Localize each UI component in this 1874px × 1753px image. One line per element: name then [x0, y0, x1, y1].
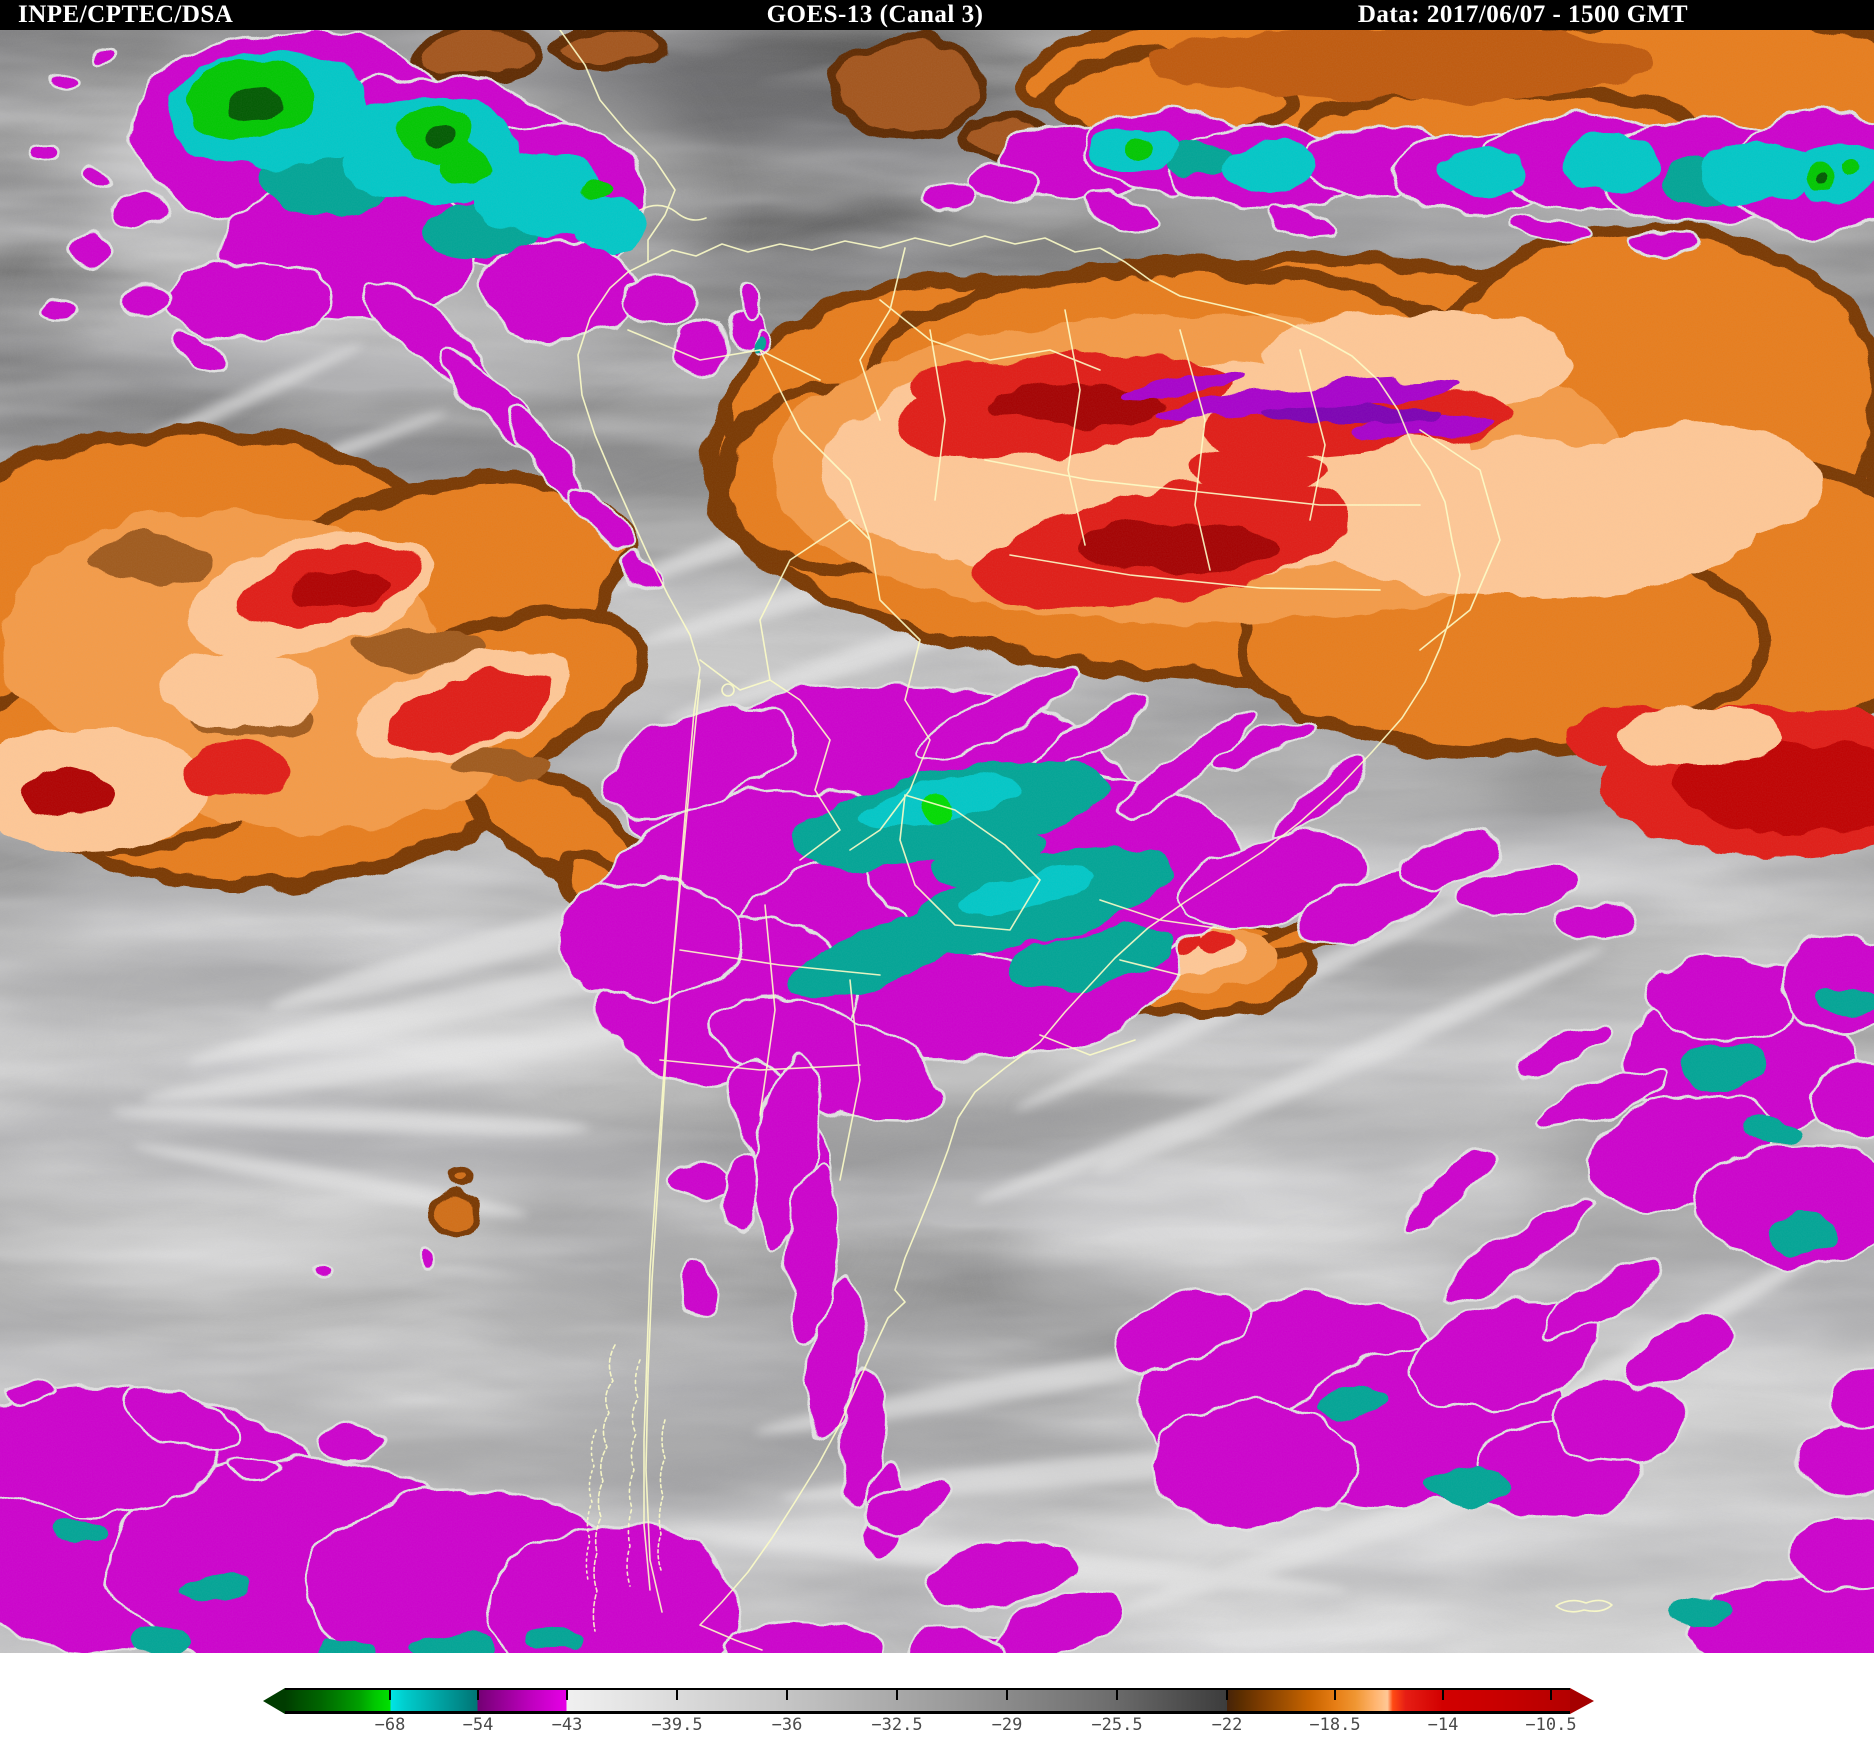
tick-label: −25.5: [1091, 1715, 1143, 1735]
tick-label: −10.5: [1525, 1715, 1577, 1735]
agency-label: INPE/CPTEC/DSA: [18, 1, 234, 28]
tick-label: −32.5: [871, 1715, 923, 1735]
colorbar-right-arrow: [1570, 1688, 1594, 1714]
colorbar-tick: [896, 1690, 898, 1700]
tick-label: −36: [771, 1715, 803, 1735]
satellite-channel-label: GOES-13 (Canal 3): [766, 1, 984, 28]
colorbar-tick: [1006, 1690, 1008, 1700]
colorbar-gradient: [285, 1688, 1570, 1714]
colorbar-tick: [477, 1690, 479, 1700]
tick-label: −22: [1211, 1715, 1243, 1735]
colorbar-tick: [1334, 1690, 1336, 1700]
satellite-image: [0, 30, 1874, 1653]
tick-label: −68: [374, 1715, 406, 1735]
colorbar-tick: [1116, 1690, 1118, 1700]
colorbar-left-arrow: [263, 1688, 285, 1714]
colorbar-tick: [1442, 1690, 1444, 1700]
tick-label: −29: [991, 1715, 1023, 1735]
header-bar: INPE/CPTEC/DSA GOES-13 (Canal 3) Data: 2…: [0, 0, 1874, 30]
tick-label: −14: [1427, 1715, 1459, 1735]
colorbar-tick: [566, 1690, 568, 1700]
colorbar-tick: [1226, 1690, 1228, 1700]
colorbar-tick: [389, 1690, 391, 1700]
tick-label: −54: [462, 1715, 494, 1735]
datetime-label: Data: 2017/06/07 - 1500 GMT: [1357, 1, 1688, 28]
tick-label: −39.5: [651, 1715, 703, 1735]
grain-overlay: [0, 30, 1874, 1653]
colorbar-tick: [786, 1690, 788, 1700]
tick-label: −43: [551, 1715, 583, 1735]
colorbar-tick: [1550, 1690, 1552, 1700]
colorbar-tick: [676, 1690, 678, 1700]
tick-label: −18.5: [1309, 1715, 1361, 1735]
